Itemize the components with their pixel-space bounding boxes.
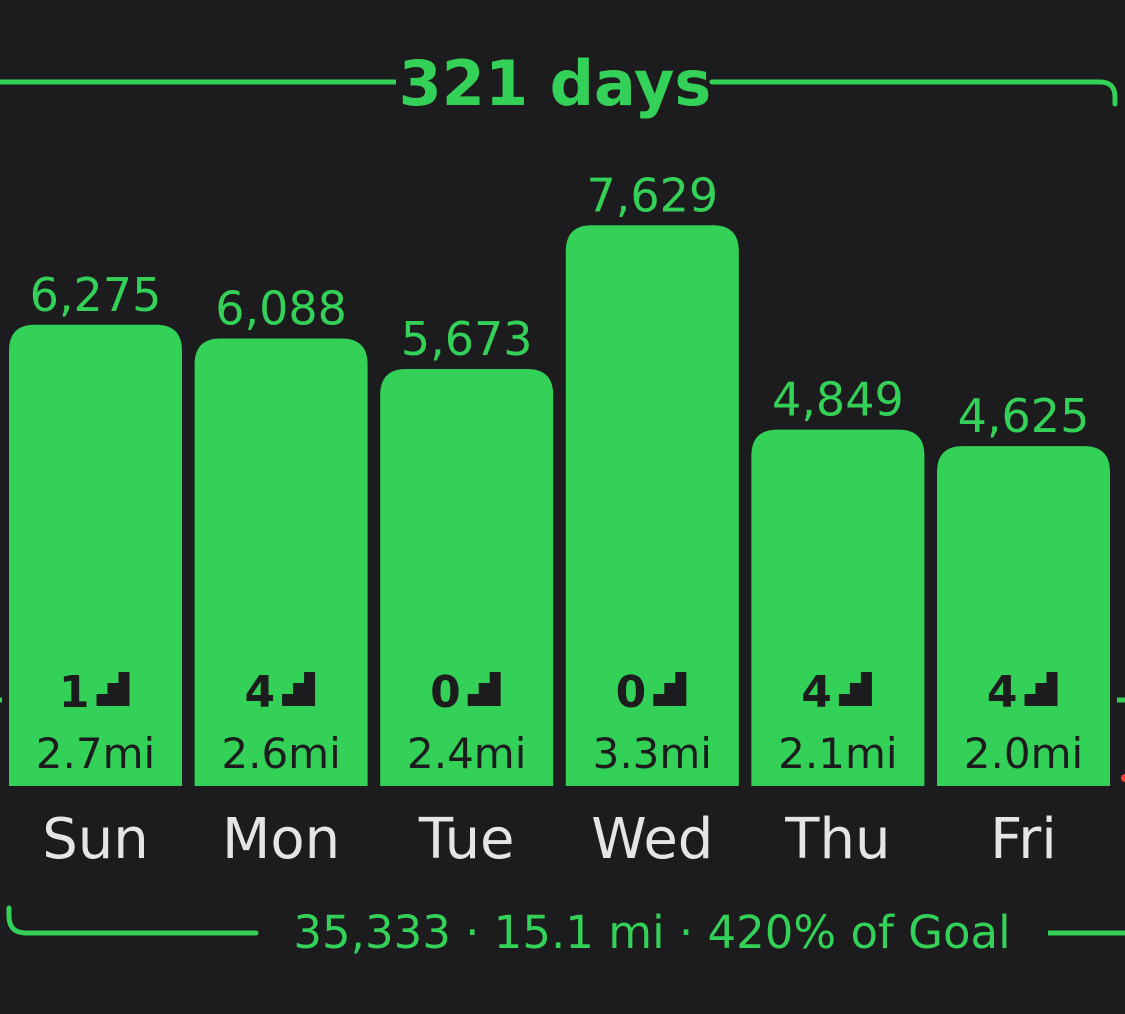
flights-count: 0	[430, 667, 461, 718]
day-label: Sun	[42, 807, 149, 872]
bar-value-label: 4,849	[772, 373, 904, 427]
flights-count: 4	[244, 667, 275, 718]
stairs-icon	[838, 672, 872, 706]
distance-label: 3.3mi	[593, 729, 712, 778]
stairs-icon	[467, 672, 501, 706]
bar	[565, 225, 739, 786]
summary-label: 35,333 · 15.1 mi · 420% of Goal	[293, 906, 1010, 959]
day-label: Wed	[591, 807, 713, 872]
summary-bracket-left-line	[6, 905, 259, 936]
bar-value-label: 6,088	[215, 282, 347, 336]
flights-count: 1	[59, 667, 90, 718]
bar-value-label: 4,625	[958, 389, 1090, 443]
distance-label: 2.6mi	[221, 729, 340, 778]
bar	[9, 324, 182, 786]
distance-label: 2.0mi	[964, 729, 1083, 778]
streak-label: 321 days	[399, 47, 712, 120]
distance-label: 2.4mi	[407, 729, 526, 778]
bar-value-label: 7,629	[586, 168, 718, 222]
stairs-icon	[653, 672, 687, 706]
flights-count: 0	[616, 667, 647, 718]
flights-count: 4	[987, 667, 1018, 718]
streak-bracket-right-line	[709, 79, 1118, 107]
day-label: Fri	[990, 807, 1057, 872]
bar-group: 4,625 4 2.0mi Fri	[930, 389, 1117, 872]
bar	[380, 369, 554, 786]
summary-bracket: 35,333 · 15.1 mi · 420% of Goal	[6, 905, 1125, 959]
stairs-icon	[282, 672, 316, 706]
bar-group: 6,275 1 2.7mi Sun	[2, 268, 189, 872]
day-label: Thu	[784, 807, 890, 872]
bar	[194, 338, 368, 786]
distance-label: 2.7mi	[36, 729, 155, 778]
bar-group: 6,088 4 2.6mi Mon	[187, 282, 375, 872]
bar-value-label: 5,673	[401, 312, 533, 366]
streak-bracket: 321 days	[0, 47, 1118, 120]
goal-marker-dot	[1121, 774, 1125, 782]
bar	[937, 446, 1110, 786]
bar-group: 4,849 4 2.1mi Thu	[744, 373, 932, 872]
flights-count: 4	[801, 667, 832, 718]
stairs-icon	[96, 672, 130, 706]
bar-group: 5,673 0 2.4mi Tue	[373, 312, 561, 872]
day-label: Tue	[418, 807, 515, 872]
stairs-icon	[1024, 672, 1058, 706]
bar	[751, 429, 925, 786]
bar-value-label: 6,275	[30, 268, 162, 322]
bar-group: 7,629 0 3.3mi Wed	[558, 168, 746, 872]
bars-group: 6,275 1 2.7mi Sun 6,088 4 2.6mi Mon 5,673 0 2.4mi T…	[2, 168, 1117, 872]
day-label: Mon	[222, 807, 340, 872]
distance-label: 2.1mi	[778, 729, 897, 778]
